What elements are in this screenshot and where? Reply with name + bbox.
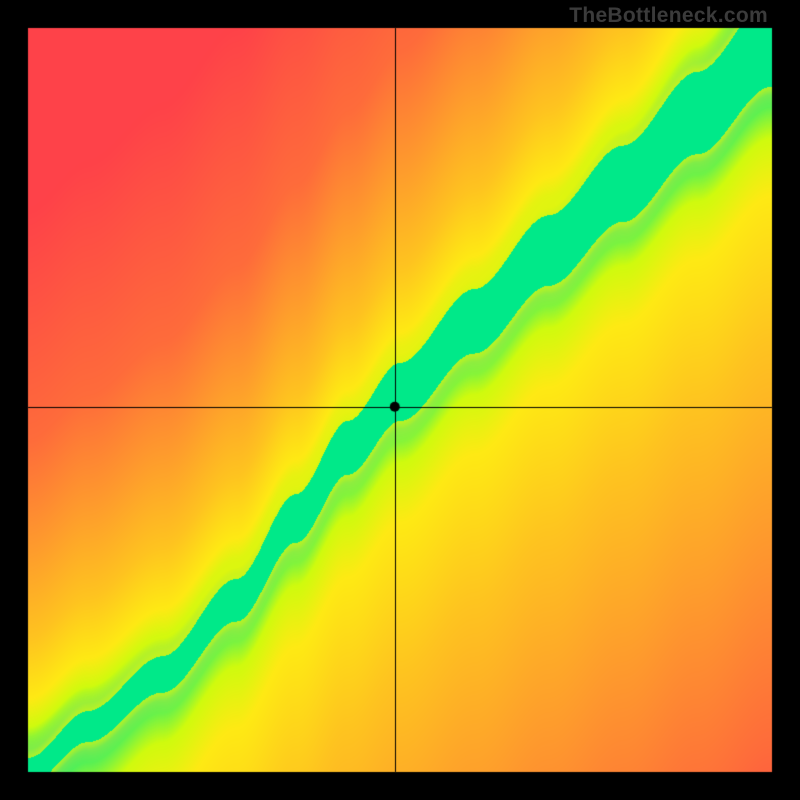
chart-container xyxy=(0,0,800,800)
heatmap-canvas xyxy=(0,0,800,800)
